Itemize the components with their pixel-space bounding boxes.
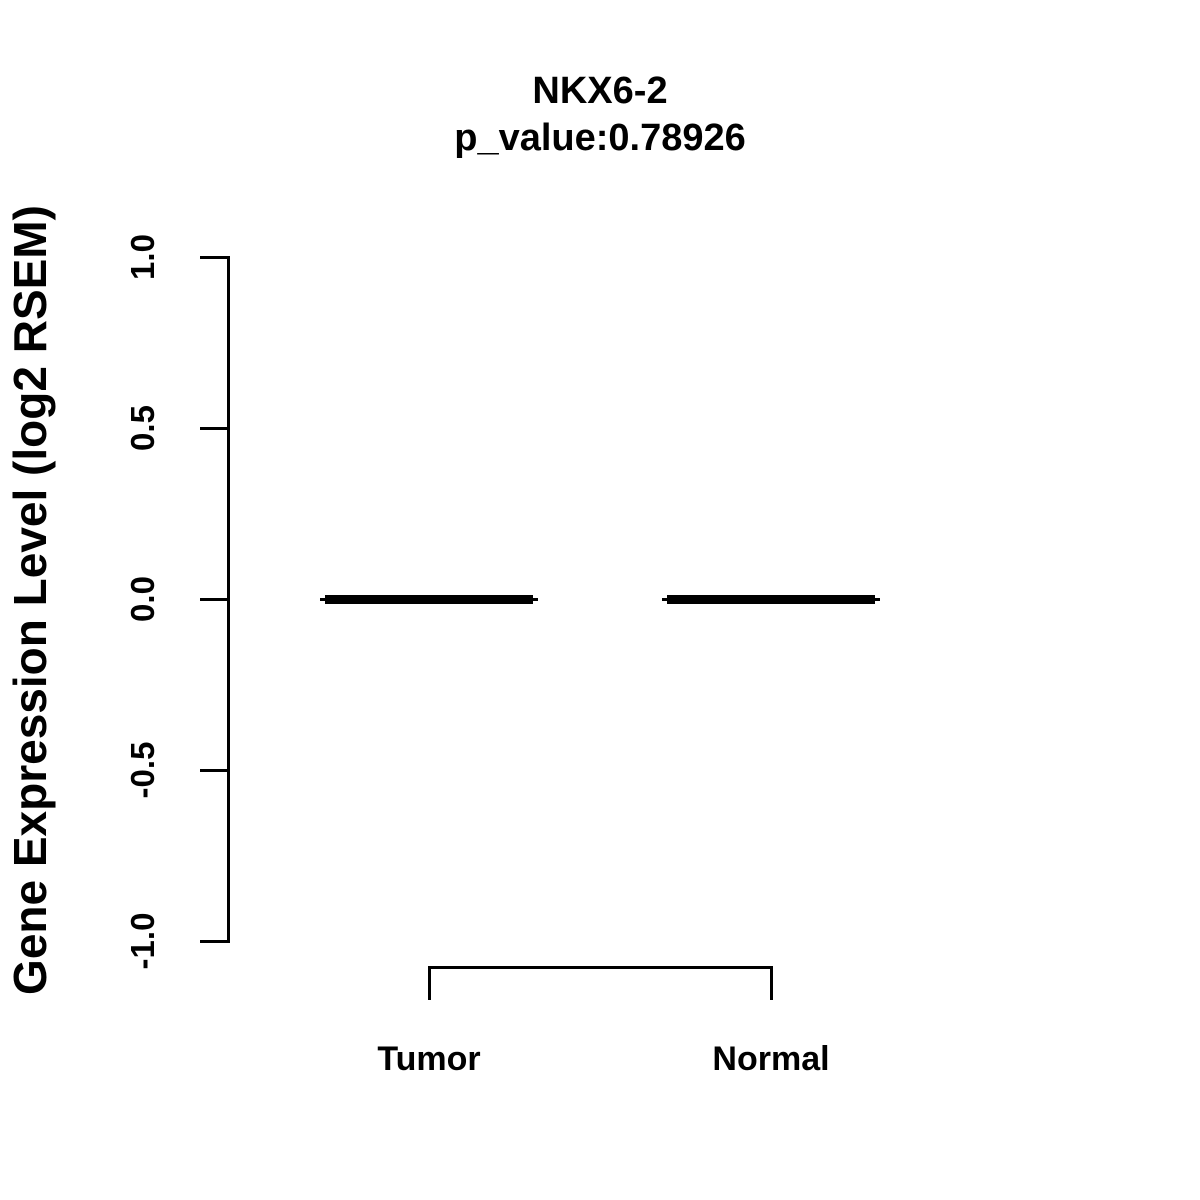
comparison-bracket-leg [427,966,431,1000]
group-label: Normal [712,1040,830,1078]
chart-subtitle-pvalue: p_value:0.78926 [454,117,746,159]
y-axis-tick [200,426,228,430]
y-axis-tick-label: 0.5 [124,405,161,451]
y-axis-tick [200,597,228,601]
y-axis-tick [200,255,228,259]
comparison-bracket-leg [769,966,773,1000]
y-axis-tick-label: 0.0 [124,576,161,622]
y-axis-tick-label: -0.5 [124,741,161,799]
y-axis-line [227,255,230,943]
boxplot-median-line [325,594,533,604]
comparison-bracket-top [427,966,773,969]
y-axis-tick [200,768,228,772]
chart-title: NKX6-2 [532,70,668,112]
y-axis-label: Gene Expression Level (log2 RSEM) [4,205,56,995]
y-axis-tick [200,939,228,943]
boxplot-median-line [667,594,875,604]
y-axis-tick-label: -1.0 [124,912,161,970]
y-axis-tick-label: 1.0 [124,234,161,280]
group-label: Tumor [377,1040,481,1078]
